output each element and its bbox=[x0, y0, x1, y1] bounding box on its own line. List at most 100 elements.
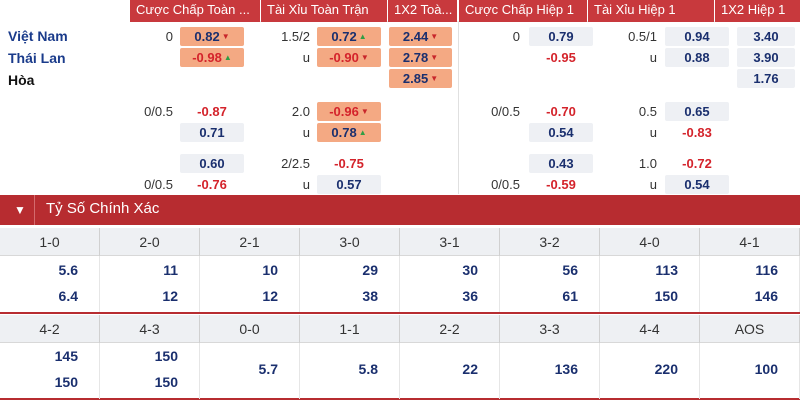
under-label: u bbox=[302, 50, 310, 65]
arrow-down-icon: ▼ bbox=[221, 32, 230, 41]
correct-score-title: Tỷ Số Chính Xác bbox=[46, 200, 160, 217]
score-odd-home[interactable]: 11 bbox=[163, 262, 178, 278]
odd-over[interactable]: 0.72 ▲ bbox=[317, 27, 381, 46]
header-handicap-fulltime[interactable]: Cược Chấp Toàn ... bbox=[130, 0, 260, 22]
alt2-h1-handicap-line: 0/0.5 bbox=[491, 177, 520, 192]
odd-alt1-over[interactable]: -0.96 ▼ bbox=[317, 102, 381, 121]
score-odd-away[interactable]: 12 bbox=[262, 288, 278, 304]
score-label: 4-4 bbox=[600, 315, 700, 343]
team-home: Việt Nam bbox=[8, 28, 68, 44]
odd-alt2-h1-handicap-away[interactable]: -0.59 bbox=[546, 177, 576, 192]
score-odd-draw[interactable]: 5.8 bbox=[358, 361, 378, 377]
header-blank bbox=[0, 0, 130, 22]
odd-1x2-home[interactable]: 2.44 ▼ bbox=[389, 27, 452, 46]
score-odd-home[interactable]: 150 bbox=[154, 348, 178, 364]
alt1-h1-over-under-line: 0.5 bbox=[638, 104, 657, 119]
alt1-over-under-line: 2.0 bbox=[291, 104, 310, 119]
score-odd-away[interactable]: 36 bbox=[462, 288, 478, 304]
column-divider bbox=[499, 343, 500, 399]
score-odd-away[interactable]: 38 bbox=[362, 288, 378, 304]
score-odd-draw[interactable]: 100 bbox=[754, 361, 778, 377]
h1-under-label: u bbox=[649, 50, 657, 65]
column-divider bbox=[699, 343, 700, 399]
score-odd-away[interactable]: 150 bbox=[154, 374, 178, 390]
odd-alt1-under[interactable]: 0.78 ▲ bbox=[317, 123, 381, 142]
odd-alt2-h1-over[interactable]: -0.72 bbox=[682, 156, 712, 171]
chevron-down-icon[interactable]: ▼ bbox=[14, 203, 26, 217]
half-divider bbox=[458, 22, 459, 194]
column-divider bbox=[599, 256, 600, 312]
score-odd-home[interactable]: 30 bbox=[462, 262, 478, 278]
score-label: 1-1 bbox=[300, 315, 400, 343]
column-divider bbox=[99, 343, 100, 399]
alt2-under-label: u bbox=[302, 177, 310, 192]
header-over-under-first-half[interactable]: Tài Xỉu Hiệp 1 bbox=[588, 0, 714, 22]
score-odd-home[interactable]: 10 bbox=[262, 262, 278, 278]
header-1x2-first-half[interactable]: 1X2 Hiệp 1 bbox=[715, 0, 800, 22]
score-odd-away[interactable]: 12 bbox=[162, 288, 178, 304]
score-odd-home[interactable]: 56 bbox=[562, 262, 578, 278]
score-odd-draw[interactable]: 220 bbox=[654, 361, 678, 377]
score-label: 4-2 bbox=[0, 315, 100, 343]
odd-alt1-h1-handicap-home[interactable]: -0.70 bbox=[546, 104, 576, 119]
score-label-row-1 bbox=[0, 228, 800, 256]
odd-1x2-away[interactable]: 2.78 ▼ bbox=[389, 48, 452, 67]
odd-h1-1x2-away[interactable]: 3.90 bbox=[737, 48, 795, 67]
odd-h1-1x2-home[interactable]: 3.40 bbox=[737, 27, 795, 46]
odd-h1-handicap-away[interactable]: -0.95 bbox=[546, 50, 576, 65]
odd-h1-under[interactable]: 0.88 bbox=[665, 48, 729, 67]
alt2-over-under-line: 2/2.5 bbox=[281, 156, 310, 171]
score-odd-home[interactable]: 145 bbox=[54, 348, 78, 364]
header-over-under-fulltime[interactable]: Tài Xỉu Toàn Trận bbox=[261, 0, 387, 22]
odd-h1-1x2-draw[interactable]: 1.76 bbox=[737, 69, 795, 88]
column-divider bbox=[99, 256, 100, 312]
odd-alt2-under[interactable]: 0.57 bbox=[317, 175, 381, 194]
odd-alt1-h1-handicap-away[interactable]: 0.54 bbox=[529, 123, 593, 142]
odd-alt2-h1-under[interactable]: 0.54 bbox=[665, 175, 729, 194]
score-odd-draw[interactable]: 22 bbox=[462, 361, 478, 377]
odd-handicap-away[interactable]: -0.98 ▲ bbox=[180, 48, 244, 67]
odd-h1-over[interactable]: 0.94 bbox=[665, 27, 729, 46]
score-odd-home[interactable]: 5.6 bbox=[58, 262, 78, 278]
header-handicap-first-half[interactable]: Cược Chấp Hiệp 1 bbox=[459, 0, 587, 22]
score-odd-away[interactable]: 150 bbox=[54, 374, 78, 390]
score-label: 2-2 bbox=[400, 315, 500, 343]
odd-1x2-draw[interactable]: 2.85 ▼ bbox=[389, 69, 452, 88]
column-divider bbox=[299, 256, 300, 312]
score-label: 1-0 bbox=[0, 228, 100, 256]
score-odd-home[interactable]: 113 bbox=[655, 262, 678, 278]
odd-alt1-handicap-home[interactable]: -0.87 bbox=[197, 104, 227, 119]
score-label: 0-0 bbox=[200, 315, 300, 343]
score-odd-away[interactable]: 6.4 bbox=[58, 288, 78, 304]
alt1-handicap-line: 0/0.5 bbox=[144, 104, 173, 119]
score-odd-draw[interactable]: 136 bbox=[554, 361, 578, 377]
correct-score-header[interactable]: ▼ Tỷ Số Chính Xác bbox=[0, 195, 800, 225]
header-1x2-fulltime[interactable]: 1X2 Toà... bbox=[388, 0, 457, 22]
column-divider bbox=[399, 343, 400, 399]
odd-h1-handicap-home[interactable]: 0.79 bbox=[529, 27, 593, 46]
score-odd-away[interactable]: 61 bbox=[562, 288, 578, 304]
column-divider bbox=[399, 256, 400, 312]
odd-handicap-home[interactable]: 0.82 ▼ bbox=[180, 27, 244, 46]
score-odd-draw[interactable]: 5.7 bbox=[258, 361, 278, 377]
score-odd-home[interactable]: 116 bbox=[755, 262, 778, 278]
odd-alt2-handicap-home[interactable]: 0.60 bbox=[180, 154, 244, 173]
score-odd-away[interactable]: 146 bbox=[754, 288, 778, 304]
column-divider bbox=[599, 343, 600, 399]
alt2-h1-under-label: u bbox=[649, 177, 657, 192]
odd-alt2-over[interactable]: -0.75 bbox=[334, 156, 364, 171]
score-odd-away[interactable]: 150 bbox=[654, 288, 678, 304]
odd-alt1-h1-under[interactable]: -0.83 bbox=[682, 125, 712, 140]
odd-under[interactable]: -0.90 ▼ bbox=[317, 48, 381, 67]
odd-alt1-handicap-away[interactable]: 0.71 bbox=[180, 123, 244, 142]
odd-alt2-handicap-away[interactable]: -0.76 bbox=[197, 177, 227, 192]
odd-alt1-h1-over[interactable]: 0.65 bbox=[665, 102, 729, 121]
arrow-down-icon: ▼ bbox=[430, 32, 439, 41]
score-label: 3-1 bbox=[400, 228, 500, 256]
alt2-h1-over-under-line: 1.0 bbox=[638, 156, 657, 171]
score-label: 3-0 bbox=[300, 228, 400, 256]
column-divider bbox=[199, 256, 200, 312]
odd-alt2-h1-handicap-home[interactable]: 0.43 bbox=[529, 154, 593, 173]
column-divider bbox=[699, 256, 700, 312]
score-odd-home[interactable]: 29 bbox=[362, 262, 378, 278]
